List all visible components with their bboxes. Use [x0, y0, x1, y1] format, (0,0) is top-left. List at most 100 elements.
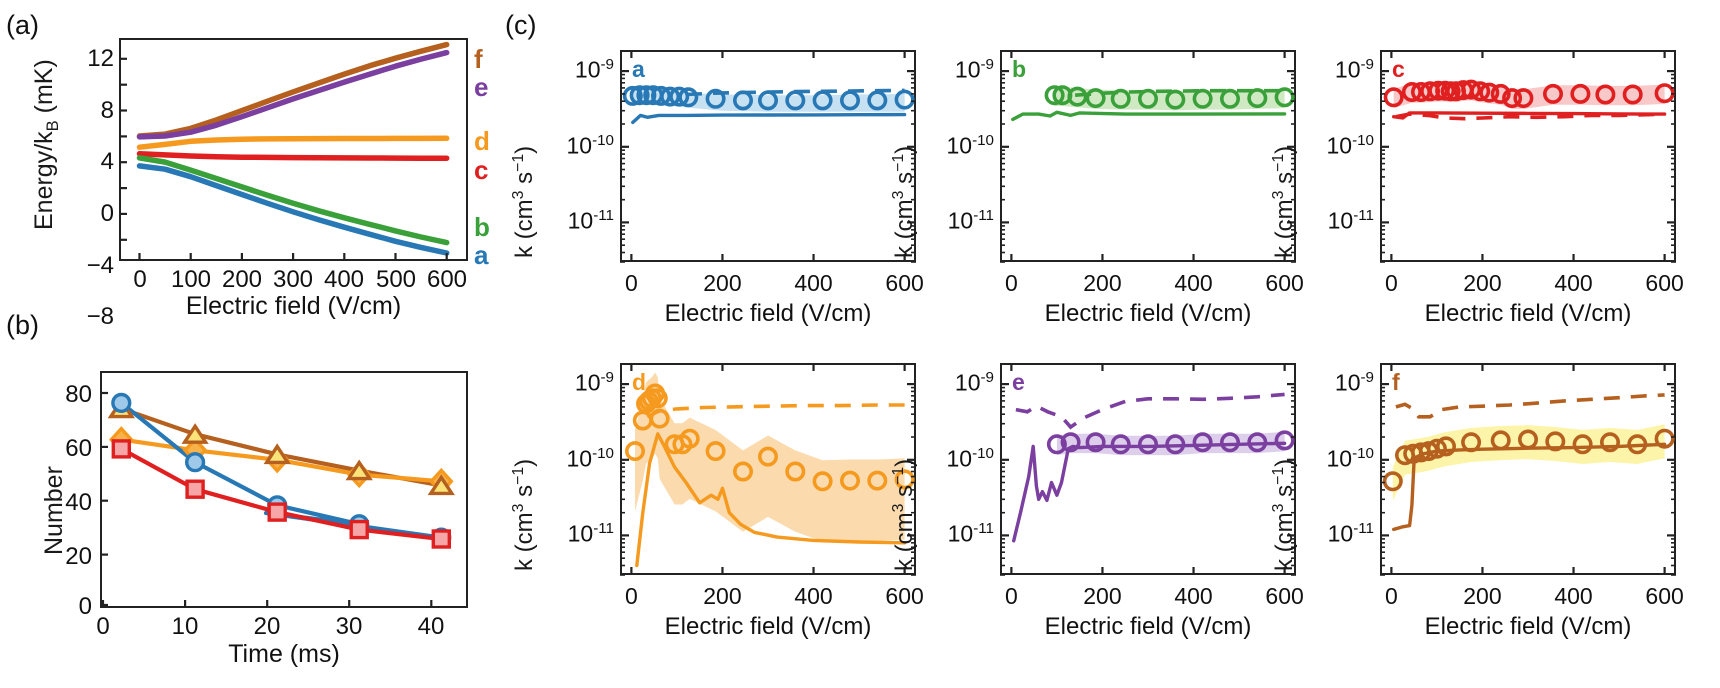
- subplot-b-xtick-200: 200: [1083, 270, 1122, 296]
- data-point: [1247, 88, 1268, 109]
- panel-a-tag: (a): [6, 10, 39, 40]
- panel-a-ytick-m8: −8: [86, 303, 114, 330]
- panel-b-yticks: [100, 391, 108, 607]
- subplot-b-ytick--11: 10-11: [947, 207, 994, 235]
- panel-c-tag: (c): [505, 10, 537, 40]
- data-point: [1220, 432, 1241, 453]
- subplot-e-xticks: [1010, 567, 1286, 575]
- panel-b-ytick-80: 80: [65, 381, 92, 408]
- curve-f: [136, 41, 450, 139]
- panel-b-xlabel: Time (ms): [228, 640, 340, 668]
- panel-a-xticks: [138, 253, 448, 261]
- subplot-b-xticks: [1010, 254, 1286, 262]
- subplot-e-dashed-curve: [1015, 392, 1285, 430]
- panel-a-ytick-4: 4: [100, 148, 114, 175]
- panel-a-xlabel: Electric field (V/cm): [185, 292, 402, 320]
- data-point: [705, 88, 726, 109]
- data-point: [1085, 432, 1106, 453]
- panel-b-xtick-20: 20: [253, 613, 281, 640]
- subplot-f-xtick-200: 200: [1463, 583, 1502, 609]
- panel-a-ylabel-unit: (mK): [30, 59, 58, 121]
- data-point: [660, 86, 681, 107]
- data-point: [1479, 82, 1500, 103]
- data-point: [1138, 434, 1159, 455]
- subplot-a-ytick--9: 10-9: [574, 56, 614, 83]
- subplot-f-xticks: [1390, 567, 1666, 575]
- data-point: [1247, 432, 1268, 453]
- subplot-f-xticks-top: [1390, 363, 1666, 371]
- subplot-a-xtick-200: 200: [703, 270, 742, 296]
- curve-a: [136, 163, 450, 256]
- subplot-b-ytick--10: 10-10: [946, 131, 994, 159]
- subplot-b-yticks: [1000, 70, 1009, 263]
- data-point: [650, 85, 671, 106]
- data-point: [1654, 428, 1675, 449]
- curve-e: [136, 49, 450, 140]
- panel-b-xticks: [101, 600, 433, 608]
- subplot-b-label: b: [1012, 56, 1027, 82]
- data-point: [867, 90, 888, 111]
- panel-c-subplot-d: d: [620, 363, 916, 576]
- subplot-d-ytick--10: 10-10: [566, 444, 614, 472]
- subplot-e-xtick-200: 200: [1083, 583, 1122, 609]
- subplot-b-xticks-top: [1010, 50, 1286, 58]
- panel-a-ytick-0: 0: [100, 200, 114, 227]
- data-point: [840, 90, 861, 111]
- data-point: [1060, 432, 1081, 453]
- data-point: [678, 87, 699, 108]
- subplot-a-uncertainty-band: [632, 86, 905, 112]
- subplot-d-yticks-right: [907, 383, 916, 576]
- data-point: [1570, 83, 1591, 104]
- panel-a-axes-box: [119, 38, 468, 261]
- panel-b-markers: [107, 392, 455, 549]
- subplot-d-yticks: [620, 383, 629, 576]
- curve-label-d: d: [474, 126, 490, 156]
- subplot-f-xtick-600: 600: [1645, 583, 1684, 609]
- subplot-c-xticks-top: [1390, 50, 1666, 58]
- panel-a-plot: [119, 38, 468, 261]
- subplot-a-axes-box: [620, 50, 916, 262]
- subplot-f-yticks-right: [1667, 383, 1676, 576]
- curve-label-c: c: [474, 155, 489, 185]
- data-point: [1138, 88, 1159, 109]
- subplot-b-xtick-0: 0: [1004, 270, 1018, 296]
- subplot-e-markers: [1046, 430, 1295, 455]
- data-point: [733, 461, 754, 482]
- panel-a-ylabel-sub: B: [44, 120, 62, 132]
- panel-b-plot: [100, 371, 468, 608]
- data-point: [1595, 84, 1616, 105]
- subplot-b-xtick-400: 400: [1174, 270, 1213, 296]
- panel-c-subplot-a: a: [620, 50, 916, 263]
- subplot-d-solid-curve: [635, 432, 907, 568]
- panel-a-ylabel: Energy/kB (mK): [30, 59, 63, 230]
- panel-a-curves: [136, 41, 450, 256]
- subplot-e-xtick-400: 400: [1174, 583, 1213, 609]
- panel-a-ytick-12: 12: [87, 45, 114, 72]
- subplot-c-xtick-200: 200: [1463, 270, 1502, 296]
- curve-c: [136, 150, 450, 161]
- data-point: [1600, 432, 1621, 453]
- subplot-b-xlabel: Electric field (V/cm): [1044, 300, 1252, 327]
- subplot-c-ytick--9: 10-9: [1334, 56, 1374, 83]
- subplot-f-xtick-400: 400: [1554, 583, 1593, 609]
- data-point: [1543, 83, 1564, 104]
- subplot-f-xlabel: Electric field (V/cm): [1424, 613, 1632, 640]
- data-point: [1274, 87, 1295, 108]
- marker-square-red: [111, 439, 451, 549]
- data-point: [1383, 87, 1404, 108]
- data-point: [1545, 431, 1566, 452]
- subplot-e-ytick--10: 10-10: [946, 444, 994, 472]
- panel-b-series: [107, 392, 455, 549]
- subplot-e-solid-curve: [1012, 441, 1287, 543]
- panel-b-xtick-0: 0: [96, 613, 110, 640]
- subplot-c-xticks: [1390, 254, 1666, 262]
- data-point: [679, 428, 700, 449]
- subplot-e-ytick--11: 10-11: [947, 520, 994, 548]
- subplot-f-label: f: [1392, 369, 1400, 395]
- panel-a-yticks: [119, 57, 127, 241]
- subplot-f-dashed-curve: [1395, 393, 1665, 419]
- subplot-a-xtick-0: 0: [624, 270, 638, 296]
- subplot-c-ytick--11: 10-11: [1327, 207, 1374, 235]
- panel-b-tag: (b): [6, 310, 39, 340]
- subplot-d-ylabel: k (cm3 s−1): [510, 458, 538, 571]
